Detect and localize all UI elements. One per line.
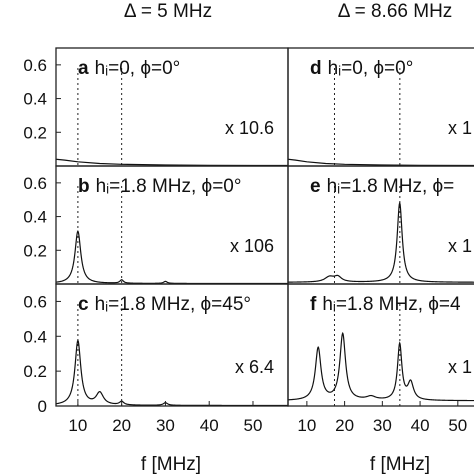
y-tick-label-a-3: 0.2 <box>23 123 47 142</box>
scale-factor-b: x 106 <box>230 236 274 256</box>
panel-a: 0.6 0.4 0.2 a hᵢ=0, ϕ=0° x 10.6 <box>23 47 289 167</box>
x-tick-label-c-3: 30 <box>156 416 175 435</box>
panel-label-a: a hᵢ=0, ϕ=0° <box>78 58 180 79</box>
panel-label-c: c hᵢ=1.8 MHz, ϕ=45° <box>78 294 251 315</box>
panel-c: 0.6 0.4 0.2 0 10 20 30 40 50 c hᵢ=1.8 MHz, ϕ=45° x … <box>23 283 289 435</box>
y-tick-label-c-3: 0.2 <box>23 362 47 381</box>
x-tick-label-c-2: 20 <box>112 416 131 435</box>
y-tick-label-c-4: 0 <box>38 397 47 416</box>
panel-b: 0.6 0.4 0.2 b hᵢ=1.8 MHz, ϕ=0° x 106 <box>23 165 289 285</box>
x-tick-label-f-5: 50 <box>448 416 467 435</box>
x-axis-label-right: f [MHz] <box>370 454 430 474</box>
x-tick-label-c-1: 10 <box>68 416 87 435</box>
panel-params-a: hᵢ=0, ϕ=0° <box>95 58 181 79</box>
y-tick-label-a-2: 0.4 <box>23 90 47 109</box>
x-tick-label-f-3: 30 <box>373 416 392 435</box>
panel-letter-e: e <box>310 176 321 197</box>
panel-letter-d: d <box>310 58 322 79</box>
panel-params-c: hᵢ=1.8 MHz, ϕ=45° <box>95 294 251 315</box>
x-tick-label-c-5: 50 <box>244 416 263 435</box>
panel-label-e: e hᵢ=1.8 MHz, ϕ= <box>310 176 454 197</box>
data-series-d <box>288 158 474 166</box>
x-axis-label-left: f [MHz] <box>141 454 201 474</box>
x-tick-label-c-4: 40 <box>200 416 219 435</box>
panel-label-b: b hᵢ=1.8 MHz, ϕ=0° <box>78 176 241 197</box>
panel-params-f: hᵢ=1.8 MHz, ϕ=4 <box>322 294 461 315</box>
scale-factor-c: x 6.4 <box>235 357 274 377</box>
panel-e: e hᵢ=1.8 MHz, ϕ= x 1 <box>287 165 474 285</box>
panel-f: 10 20 30 40 50 f hᵢ=1.8 MHz, ϕ=4 x 1 <box>287 283 474 435</box>
panel-letter-b: b <box>78 176 90 197</box>
panel-letter-c: c <box>78 294 89 315</box>
y-tick-label-c-1: 0.6 <box>23 292 47 311</box>
y-tick-label-b-1: 0.6 <box>23 174 47 193</box>
y-tick-label-a-1: 0.6 <box>23 56 47 75</box>
panel-params-d: hᵢ=0, ϕ=0° <box>328 58 414 79</box>
scale-factor-f: x 1 <box>448 357 472 377</box>
scale-factor-a: x 10.6 <box>225 118 274 138</box>
data-series-a <box>56 158 288 166</box>
data-series-f <box>288 331 474 402</box>
y-tick-label-b-2: 0.4 <box>23 208 47 227</box>
y-tick-label-c-2: 0.4 <box>23 327 47 346</box>
panel-letter-a: a <box>78 58 89 79</box>
panel-letter-f: f <box>310 294 317 315</box>
panel-label-f: f hᵢ=1.8 MHz, ϕ=4 <box>310 294 461 315</box>
data-series-e <box>288 201 474 283</box>
x-tick-label-f-2: 20 <box>335 416 354 435</box>
panel-params-b: hᵢ=1.8 MHz, ϕ=0° <box>96 176 242 197</box>
panel-params-e: hᵢ=1.8 MHz, ϕ= <box>327 176 455 197</box>
panel-label-d: d hᵢ=0, ϕ=0° <box>310 58 413 79</box>
y-tick-label-b-3: 0.2 <box>23 241 47 260</box>
x-tick-label-f-1: 10 <box>297 416 316 435</box>
x-tick-label-f-4: 40 <box>411 416 430 435</box>
scale-factor-e: x 1 <box>448 236 472 256</box>
scale-factor-d: x 1 <box>448 118 472 138</box>
panel-d: d hᵢ=0, ϕ=0° x 1 <box>287 47 474 167</box>
panel-frame-f <box>287 283 474 407</box>
panels-group: 0.60.40.2a hᵢ=0, ϕ=0°x 10.60.60.40.2b hᵢ=1… <box>23 47 474 435</box>
column-title-right: Δ = 8.66 MHz <box>338 1 453 22</box>
column-title-left: Δ = 5 MHz <box>124 1 212 22</box>
